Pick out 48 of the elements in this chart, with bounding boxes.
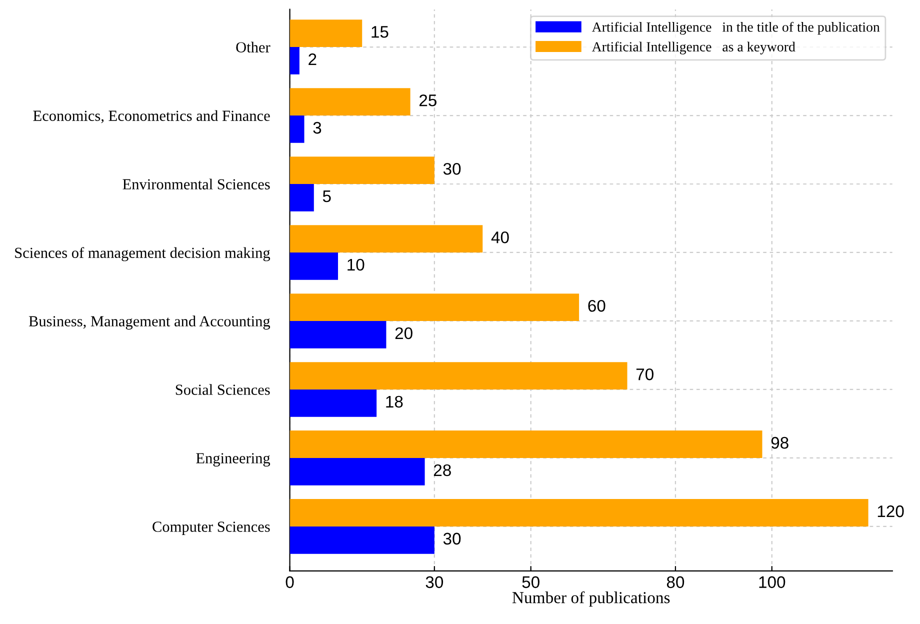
data-label: 70 bbox=[636, 368, 654, 380]
data-label: 98 bbox=[771, 436, 788, 449]
y-tick-label: Social Sciences bbox=[176, 384, 270, 395]
bar bbox=[290, 116, 304, 143]
x-tick-label: 100 bbox=[759, 576, 786, 588]
data-label: 30 bbox=[443, 532, 461, 545]
y-tick-label: Sciences of management decision making bbox=[15, 247, 270, 262]
legend-label: Artificial Intelligence in the title of the publication bbox=[592, 22, 880, 35]
data-label: 28 bbox=[434, 464, 451, 476]
bar bbox=[290, 184, 314, 212]
data-label: 120 bbox=[878, 505, 904, 518]
bar bbox=[290, 20, 362, 48]
data-label: 60 bbox=[588, 300, 606, 312]
data-label: 3 bbox=[313, 122, 322, 134]
data-label: 20 bbox=[395, 327, 412, 340]
bar bbox=[290, 526, 434, 554]
bar bbox=[290, 225, 483, 252]
bar bbox=[290, 458, 425, 486]
data-label: 40 bbox=[491, 231, 509, 244]
data-label: 15 bbox=[372, 26, 388, 38]
data-label: 25 bbox=[419, 94, 436, 106]
bar bbox=[290, 156, 434, 184]
y-tick-label: Computer Sciences bbox=[152, 522, 270, 535]
bar bbox=[290, 499, 868, 526]
x-axis-title: Number of publications bbox=[512, 591, 670, 607]
bar bbox=[290, 47, 300, 74]
legend-label: Artificial Intelligence as a keyword bbox=[592, 42, 796, 54]
y-tick-label: Engineering bbox=[196, 453, 270, 467]
bar bbox=[290, 252, 338, 280]
bar bbox=[290, 294, 580, 321]
bar bbox=[290, 430, 762, 458]
y-tick-label: Economics, Econometrics and Finance bbox=[33, 110, 270, 124]
x-tick-label: 50 bbox=[522, 576, 540, 588]
x-tick-label: 80 bbox=[666, 576, 684, 588]
bar bbox=[290, 362, 628, 390]
data-label: 2 bbox=[308, 53, 316, 66]
y-tick-label: Environmental Sciences bbox=[122, 178, 270, 190]
x-tick-label: 30 bbox=[426, 576, 444, 588]
data-label: 10 bbox=[348, 258, 364, 271]
y-tick-label: Business, Management and Accounting bbox=[28, 316, 270, 330]
bar bbox=[290, 389, 377, 417]
data-label: 18 bbox=[386, 396, 403, 408]
data-label: 5 bbox=[322, 190, 331, 202]
data-label: 30 bbox=[443, 162, 461, 175]
x-tick-label: 0 bbox=[286, 576, 294, 588]
bar bbox=[290, 88, 410, 116]
y-tick-label: Other bbox=[236, 42, 270, 52]
bar bbox=[290, 320, 386, 348]
